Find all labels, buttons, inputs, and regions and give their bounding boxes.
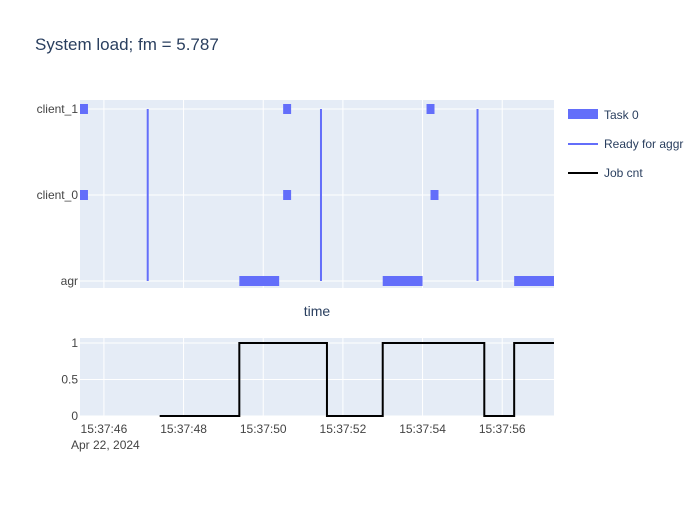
job-count-y-tick-2: 1 — [71, 336, 78, 350]
job-count-x-tick-2: 15:37:50 — [240, 422, 287, 436]
timeline-panel: agr client_0 client_1 time — [37, 100, 554, 319]
legend-symbol-task-0 — [568, 109, 598, 119]
timeline-y-tick-agr: agr — [61, 274, 78, 288]
legend-label-ready-for-aggr: Ready for aggr — [604, 137, 683, 151]
job-count-plot-area — [80, 338, 554, 416]
task-0-bar-7 — [382, 276, 423, 286]
date-label: Apr 22, 2024 — [71, 438, 140, 452]
timeline-x-axis-label: time — [304, 303, 331, 319]
job-count-x-tick-1: 15:37:48 — [160, 422, 207, 436]
chart-title: System load; fm = 5.787 — [35, 35, 219, 54]
timeline-grid — [80, 100, 554, 288]
timeline-y-tick-client_0: client_0 — [37, 188, 79, 202]
job-count-x-tick-3: 15:37:52 — [320, 422, 367, 436]
timeline-plot-area — [80, 100, 554, 288]
task-0-bar-1 — [80, 190, 88, 200]
timeline-y-ticks: agr client_0 client_1 — [37, 102, 79, 288]
job-count-x-ticks: 15:37:46 15:37:48 15:37:50 15:37:52 15:37:54… — [81, 422, 526, 436]
task-0-bar-4 — [426, 104, 435, 114]
task-0-bar-5 — [430, 190, 439, 200]
job-count-x-tick-5: 15:37:56 — [479, 422, 526, 436]
ready-for-aggr-lines — [146, 109, 479, 281]
job-count-x-tick-4: 15:37:54 — [399, 422, 446, 436]
task-0-bar-3 — [283, 190, 292, 200]
task-0-bar-8 — [514, 276, 554, 286]
job-count-x-tick-0: 15:37:46 — [81, 422, 128, 436]
task-0-bar-2 — [283, 104, 292, 114]
task-0-bar-6 — [239, 276, 280, 286]
job-count-y-tick-0: 0 — [71, 409, 78, 423]
job-count-y-ticks: 00.51 — [61, 336, 78, 423]
legend-label-job-cnt: Job cnt — [604, 166, 643, 180]
timeline-y-tick-client_1: client_1 — [37, 102, 79, 116]
task-0-bars — [80, 104, 554, 286]
legend-label-task-0: Task 0 — [604, 108, 639, 122]
legend: Task 0 Ready for aggr Job cnt — [568, 108, 683, 180]
job-count-panel: 00.51 15:37:46 15:37:48 15:37:50 15:37:52 15… — [61, 336, 554, 452]
job-count-y-tick-1: 0.5 — [61, 373, 78, 387]
task-0-bar-0 — [80, 104, 88, 114]
job-cnt-line — [159, 342, 554, 417]
